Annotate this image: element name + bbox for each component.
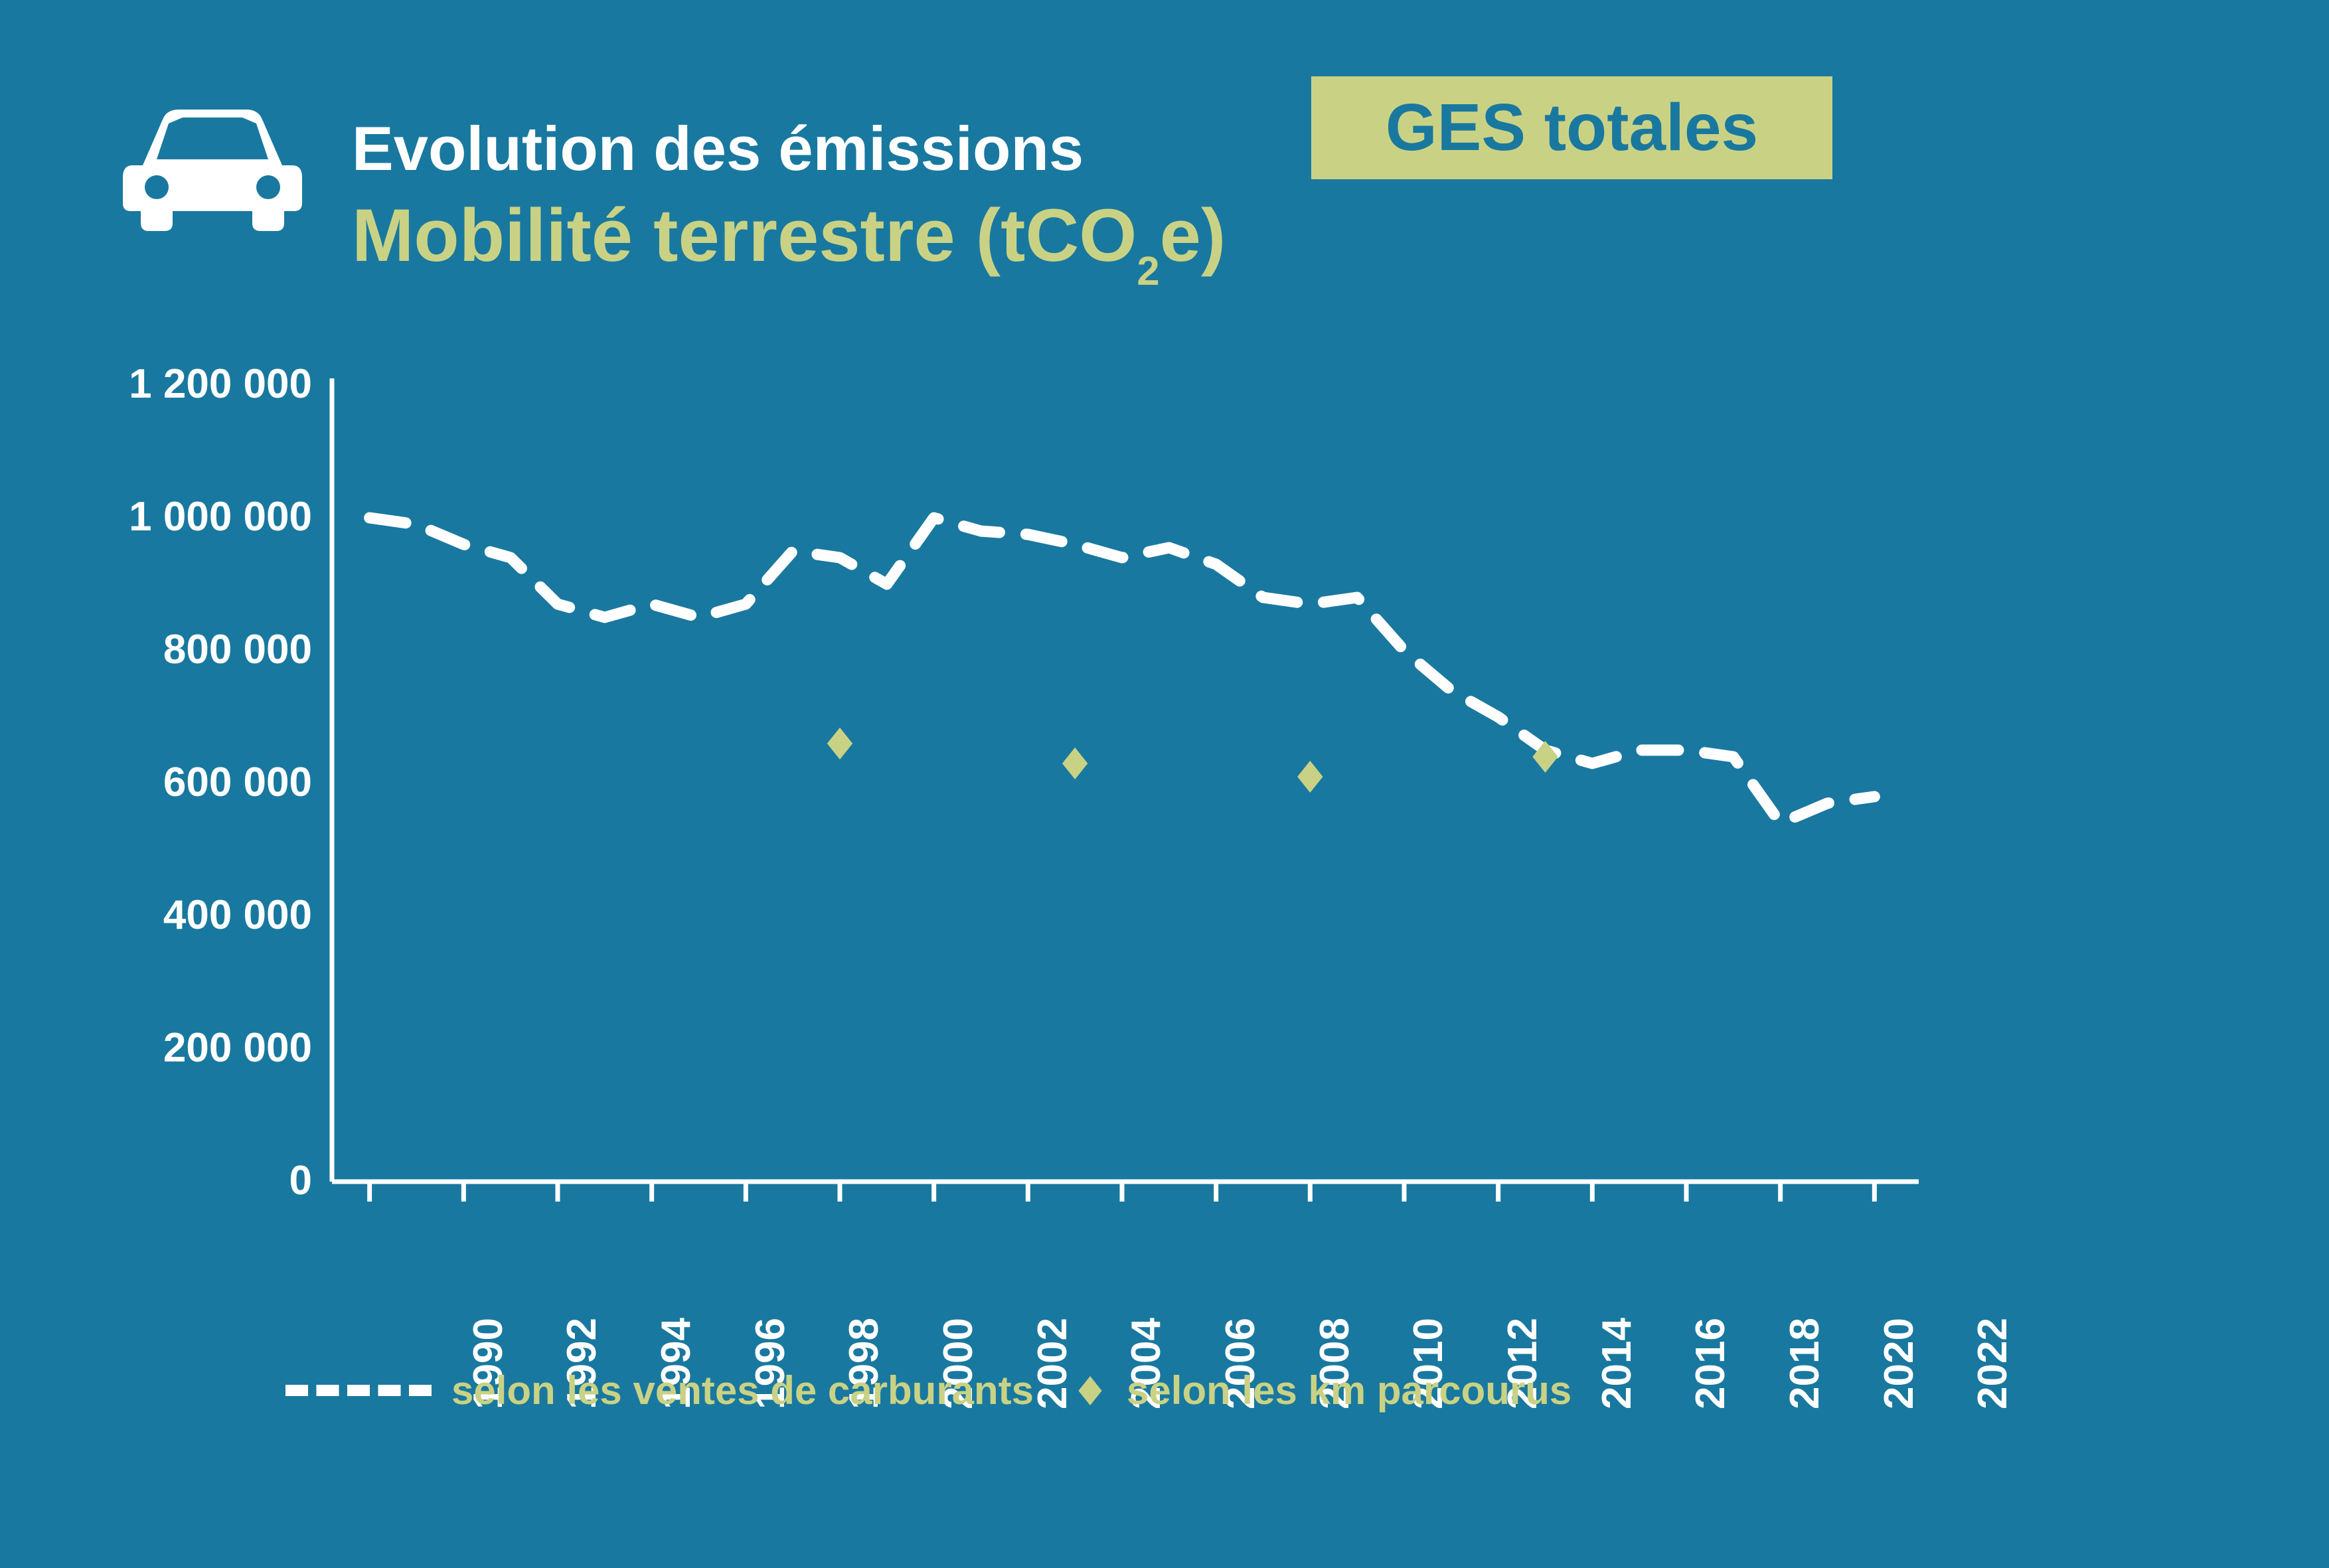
legend-diamond-icon	[1074, 1374, 1107, 1407]
infographic-root: Evolution des émissions Mobilité terrest…	[0, 0, 2329, 1568]
y-tick-label: 600 000	[163, 759, 312, 806]
legend-item-points: selon les km parcourus	[1074, 1368, 1571, 1413]
x-tick-label: 2016	[1687, 1318, 1734, 1431]
legend: selon les ventes de carburants selon les…	[285, 1368, 1571, 1413]
y-tick-label: 400 000	[163, 892, 312, 939]
legend-item-line-label: selon les ventes de carburants	[451, 1368, 1034, 1413]
y-tick-label: 200 000	[163, 1024, 312, 1071]
x-tick-label: 2018	[1781, 1318, 1828, 1431]
legend-dash-icon	[285, 1385, 432, 1396]
y-tick-label: 1 200 000	[129, 360, 312, 408]
y-tick-label: 0	[289, 1157, 312, 1204]
x-tick-label: 2022	[1969, 1318, 2016, 1431]
legend-item-points-label: selon les km parcourus	[1127, 1368, 1571, 1413]
y-tick-label: 1 000 000	[129, 493, 312, 540]
legend-item-line: selon les ventes de carburants	[285, 1368, 1034, 1413]
y-tick-label: 800 000	[163, 626, 312, 673]
x-tick-label: 2020	[1876, 1318, 1923, 1431]
x-tick-label: 2014	[1593, 1318, 1641, 1431]
